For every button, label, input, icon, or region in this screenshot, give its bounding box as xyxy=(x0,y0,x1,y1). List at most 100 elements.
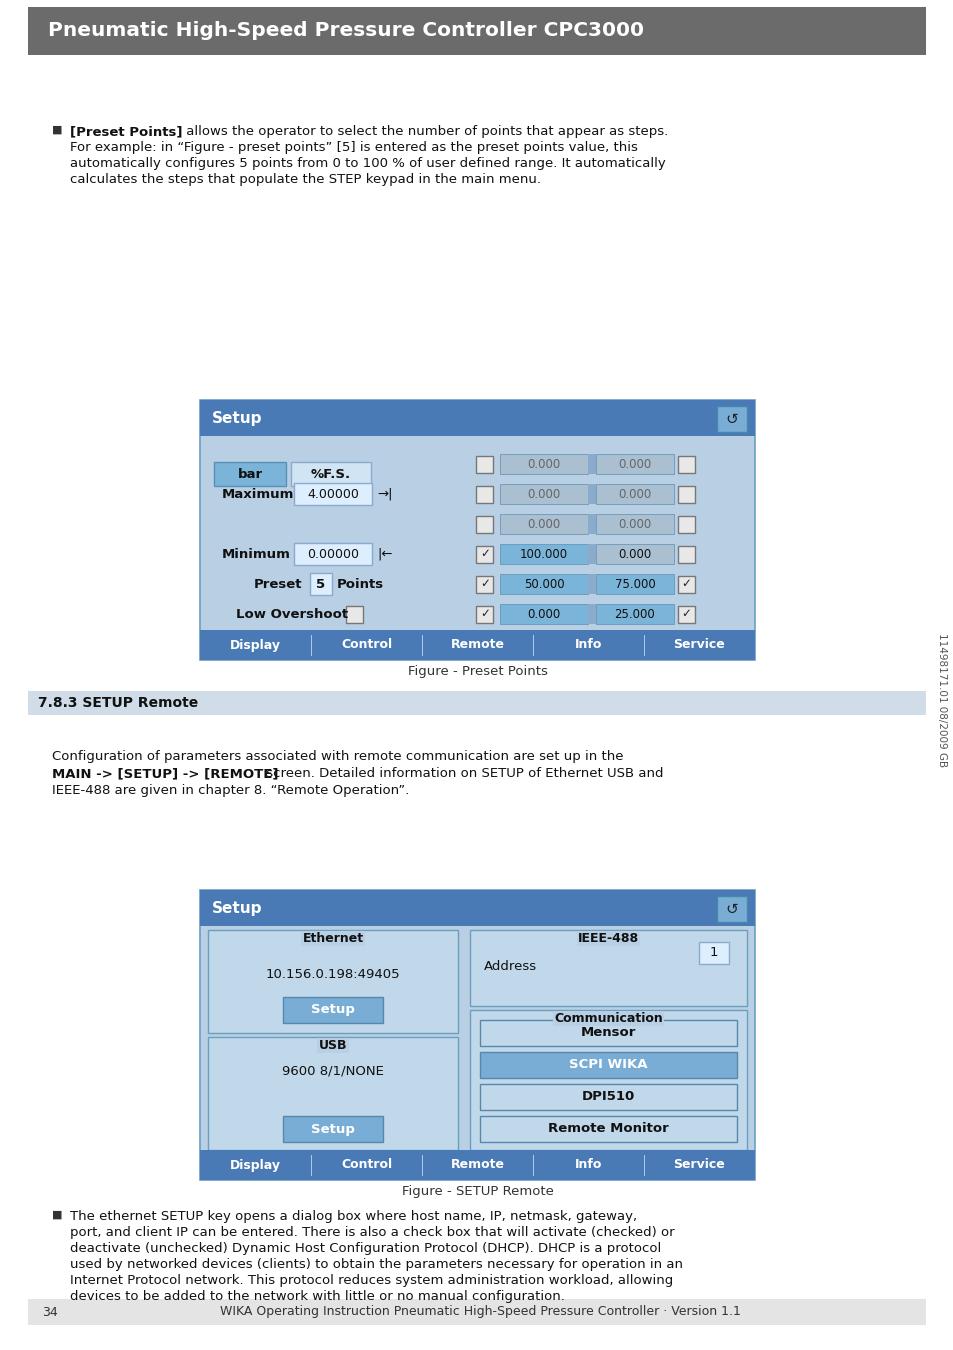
Text: Preset: Preset xyxy=(253,578,302,590)
Bar xyxy=(200,400,754,660)
Text: 0.00000: 0.00000 xyxy=(307,548,358,560)
Bar xyxy=(499,514,587,535)
Bar xyxy=(310,572,332,595)
Text: Mensor: Mensor xyxy=(580,1026,636,1040)
Text: Pneumatic High-Speed Pressure Controller CPC3000: Pneumatic High-Speed Pressure Controller… xyxy=(48,22,643,40)
Text: port, and client IP can be entered. There is also a check box that will activate: port, and client IP can be entered. Ther… xyxy=(70,1226,674,1239)
Text: automatically configures 5 points from 0 to 100 % of user defined range. It auto: automatically configures 5 points from 0… xyxy=(70,157,665,170)
Bar xyxy=(587,544,596,564)
Text: Points: Points xyxy=(336,578,384,590)
Text: Service: Service xyxy=(673,639,724,652)
Text: Communication: Communication xyxy=(554,1012,662,1025)
Text: 0.000: 0.000 xyxy=(618,487,651,501)
Text: 7.8.3 SETUP Remote: 7.8.3 SETUP Remote xyxy=(38,697,198,710)
Text: Info: Info xyxy=(575,639,601,652)
Bar xyxy=(678,516,695,533)
Text: 0.000: 0.000 xyxy=(618,458,651,471)
Text: used by networked devices (clients) to obtain the parameters necessary for opera: used by networked devices (clients) to o… xyxy=(70,1258,682,1270)
Text: 50.000: 50.000 xyxy=(523,578,564,590)
Text: |←: |← xyxy=(376,548,392,560)
Bar xyxy=(587,514,596,535)
Bar xyxy=(294,483,372,505)
Text: ■: ■ xyxy=(52,1210,63,1220)
Text: 0.000: 0.000 xyxy=(618,517,651,531)
Bar xyxy=(479,1021,737,1046)
Bar xyxy=(291,462,371,486)
Bar xyxy=(28,691,925,716)
Text: For example: in “Figure - preset points” [5] is entered as the preset points val: For example: in “Figure - preset points”… xyxy=(70,140,638,154)
Text: Display: Display xyxy=(230,639,281,652)
Text: Setup: Setup xyxy=(311,1122,355,1135)
Text: The ethernet SETUP key opens a dialog box where host name, IP, netmask, gateway,: The ethernet SETUP key opens a dialog bo… xyxy=(70,1210,637,1223)
Text: ✓: ✓ xyxy=(680,578,690,590)
Bar xyxy=(476,576,493,593)
Text: Ethernet: Ethernet xyxy=(302,931,363,945)
Bar xyxy=(499,603,587,624)
Bar xyxy=(587,574,596,594)
Bar xyxy=(678,576,695,593)
Text: 25.000: 25.000 xyxy=(614,608,655,621)
Text: Setup: Setup xyxy=(212,900,262,915)
Bar xyxy=(596,603,673,624)
Text: screen. Detailed information on SETUP of Ethernet USB and: screen. Detailed information on SETUP of… xyxy=(262,767,662,780)
Bar xyxy=(479,1116,737,1142)
Bar xyxy=(200,890,754,926)
Text: MAIN -> [SETUP] -> [REMOTE]: MAIN -> [SETUP] -> [REMOTE] xyxy=(52,767,278,780)
Text: allows the operator to select the number of points that appear as steps.: allows the operator to select the number… xyxy=(182,126,667,138)
Text: Low Overshoot: Low Overshoot xyxy=(235,608,348,621)
Text: 75.000: 75.000 xyxy=(614,578,655,590)
Text: 1: 1 xyxy=(709,946,718,960)
Bar xyxy=(476,456,493,472)
Text: 0.000: 0.000 xyxy=(527,517,560,531)
Text: USB: USB xyxy=(318,1040,347,1052)
Text: 5: 5 xyxy=(316,578,325,590)
Bar xyxy=(283,1116,382,1142)
Bar xyxy=(283,998,382,1023)
Bar xyxy=(596,454,673,474)
Text: calculates the steps that populate the STEP keypad in the main menu.: calculates the steps that populate the S… xyxy=(70,173,540,186)
Bar xyxy=(678,456,695,472)
Text: Figure - SETUP Remote: Figure - SETUP Remote xyxy=(401,1185,553,1197)
Bar xyxy=(470,1010,746,1150)
Bar xyxy=(208,930,457,1033)
Text: Configuration of parameters associated with remote communication are set up in t: Configuration of parameters associated w… xyxy=(52,751,623,763)
Bar xyxy=(200,400,754,436)
Bar xyxy=(499,454,587,474)
Text: %F.S.: %F.S. xyxy=(311,467,351,481)
Bar xyxy=(346,606,363,622)
Bar xyxy=(479,1052,737,1079)
Bar xyxy=(678,545,695,563)
Text: ↺: ↺ xyxy=(725,412,738,427)
Text: ✓: ✓ xyxy=(479,548,490,560)
Bar xyxy=(476,545,493,563)
Text: Maximum: Maximum xyxy=(222,487,294,501)
Bar xyxy=(596,514,673,535)
Text: WIKA Operating Instruction Pneumatic High-Speed Pressure Controller · Version 1.: WIKA Operating Instruction Pneumatic Hig… xyxy=(219,1305,740,1319)
Bar xyxy=(596,574,673,594)
Text: bar: bar xyxy=(237,467,262,481)
Text: ✓: ✓ xyxy=(479,578,490,590)
Text: ■: ■ xyxy=(52,126,63,135)
Bar xyxy=(208,1037,457,1150)
Bar xyxy=(476,486,493,504)
Bar xyxy=(499,544,587,564)
Text: SCPI WIKA: SCPI WIKA xyxy=(569,1058,647,1072)
Bar xyxy=(587,485,596,504)
Bar xyxy=(28,7,925,55)
Bar xyxy=(200,890,754,1180)
Text: 0.000: 0.000 xyxy=(527,487,560,501)
Bar xyxy=(476,606,493,622)
Text: ✓: ✓ xyxy=(479,608,490,621)
Bar xyxy=(499,574,587,594)
Bar xyxy=(717,406,746,432)
Bar xyxy=(596,544,673,564)
Bar xyxy=(470,930,746,1006)
Text: IEEE-488 are given in chapter 8. “Remote Operation”.: IEEE-488 are given in chapter 8. “Remote… xyxy=(52,784,409,796)
Text: Info: Info xyxy=(575,1158,601,1172)
Bar xyxy=(717,896,746,922)
Text: 4.00000: 4.00000 xyxy=(307,487,358,501)
Bar xyxy=(596,485,673,504)
Text: deactivate (unchecked) Dynamic Host Configuration Protocol (DHCP). DHCP is a pro: deactivate (unchecked) Dynamic Host Conf… xyxy=(70,1242,660,1256)
Text: Control: Control xyxy=(340,1158,392,1172)
Bar xyxy=(587,603,596,624)
